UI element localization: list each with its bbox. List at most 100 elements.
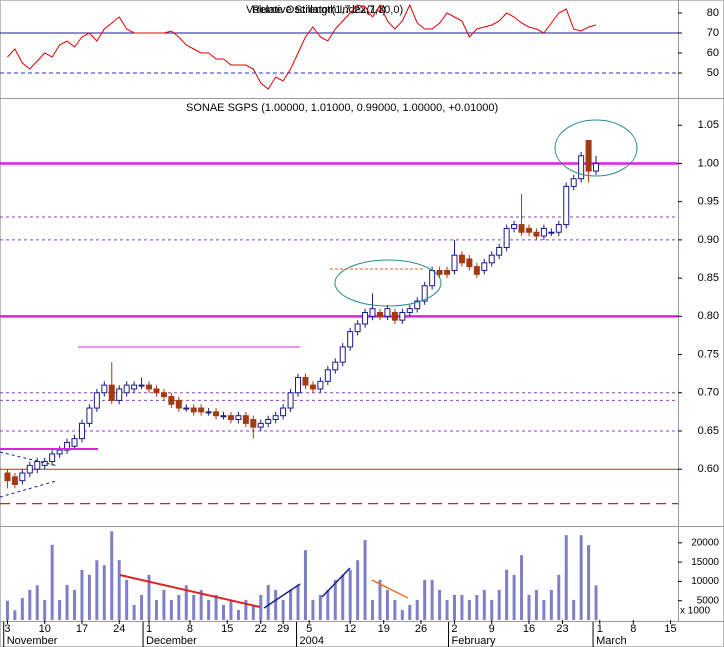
x-tick-label: 23 bbox=[556, 623, 568, 635]
volume-bar bbox=[333, 579, 337, 620]
volume-bar bbox=[542, 599, 546, 620]
volume-bar bbox=[572, 599, 576, 620]
volume-bar bbox=[475, 594, 479, 620]
trend-line bbox=[0, 451, 59, 467]
candle-body bbox=[578, 155, 585, 180]
y-tick-label: 20000 bbox=[691, 537, 719, 548]
candle-body bbox=[265, 419, 272, 424]
candle-body bbox=[548, 231, 555, 234]
y-tick-label: 0.80 bbox=[698, 310, 719, 322]
volume-bar bbox=[65, 584, 69, 620]
x-tick-label: 10 bbox=[39, 623, 51, 635]
x-tick-label: 15 bbox=[221, 623, 233, 635]
volume-bar bbox=[236, 609, 240, 620]
candle-body bbox=[160, 392, 167, 398]
x-tick-label: 24 bbox=[113, 623, 125, 635]
volume-bar bbox=[594, 585, 598, 620]
candle-body bbox=[64, 441, 71, 451]
candle-body bbox=[49, 453, 56, 463]
volume-bar bbox=[430, 579, 434, 620]
volume-bar bbox=[505, 569, 509, 620]
volume-bar bbox=[43, 599, 47, 620]
candle-body bbox=[376, 312, 383, 317]
y-tick-label: 50 bbox=[707, 67, 719, 79]
volume-bar bbox=[467, 599, 471, 620]
x-tick-label: 8 bbox=[187, 623, 193, 635]
candle-body bbox=[101, 384, 108, 394]
volume-bar bbox=[102, 565, 106, 620]
candle-body bbox=[71, 438, 78, 447]
volume-bar bbox=[393, 599, 397, 620]
y-tick-label: 0.95 bbox=[698, 196, 719, 208]
month-label: February bbox=[452, 635, 497, 647]
x-tick-label: 1 bbox=[146, 623, 152, 635]
candle-body bbox=[518, 224, 525, 233]
x-tick-label: 19 bbox=[378, 623, 390, 635]
volume-bar bbox=[289, 589, 293, 620]
y-tick-label: 0.60 bbox=[698, 463, 719, 475]
volume-bar bbox=[445, 599, 449, 620]
volume-bar bbox=[95, 560, 99, 620]
volume-bar bbox=[549, 589, 553, 620]
trend-line bbox=[0, 480, 57, 498]
volume-bar bbox=[490, 599, 494, 620]
candle-body bbox=[175, 399, 182, 409]
candle-body bbox=[250, 419, 257, 428]
x-tick-label: 12 bbox=[344, 623, 356, 635]
volume-bar bbox=[348, 569, 352, 620]
candle-body bbox=[317, 380, 324, 390]
x-tick-label: 5 bbox=[306, 623, 312, 635]
candle-body bbox=[280, 407, 287, 417]
candle-body bbox=[540, 227, 547, 237]
candle-body bbox=[198, 407, 205, 413]
candle-body bbox=[533, 231, 540, 237]
candle-body bbox=[108, 384, 115, 401]
candle-body bbox=[570, 178, 577, 187]
volume-bar bbox=[579, 535, 583, 620]
volume-bar bbox=[162, 589, 166, 620]
candle-body bbox=[354, 323, 361, 333]
y-tick-label: 15000 bbox=[691, 557, 719, 568]
candle-body bbox=[183, 407, 190, 410]
volume-bar bbox=[147, 574, 151, 620]
volume-bar bbox=[296, 584, 300, 620]
volume-bar bbox=[251, 604, 255, 620]
volume-bar bbox=[311, 599, 315, 620]
candle-body bbox=[563, 185, 570, 226]
candle-body bbox=[146, 384, 153, 390]
candle-body bbox=[131, 384, 138, 390]
candle-body bbox=[213, 411, 220, 417]
y-tick-label: 0.70 bbox=[698, 387, 719, 399]
volume-bar bbox=[452, 594, 456, 620]
candle-body bbox=[93, 392, 100, 409]
ellipse bbox=[334, 259, 442, 307]
volume-bar bbox=[341, 574, 345, 620]
volume-bar bbox=[28, 589, 32, 620]
x-tick-label: 1 bbox=[597, 623, 603, 635]
candle-body bbox=[302, 376, 309, 386]
candle-body bbox=[458, 254, 465, 264]
volume-bar bbox=[564, 535, 568, 620]
annotations bbox=[0, 119, 638, 609]
trend-line bbox=[263, 583, 301, 609]
volume-bar bbox=[192, 594, 196, 620]
x-tick-label: 22 bbox=[255, 623, 267, 635]
y-tick-label: 10000 bbox=[691, 576, 719, 587]
volume-bar bbox=[259, 594, 263, 620]
candle-body bbox=[257, 422, 264, 428]
candle-body bbox=[451, 254, 458, 271]
volume-bar bbox=[363, 540, 367, 620]
candle-body bbox=[287, 392, 294, 409]
candle-body bbox=[242, 415, 249, 424]
volume-bar bbox=[356, 560, 360, 620]
candle-body bbox=[235, 415, 242, 421]
candle-body bbox=[4, 472, 11, 482]
volume-bar bbox=[80, 569, 84, 620]
volume-bar bbox=[527, 594, 531, 620]
candle-body bbox=[332, 361, 339, 371]
volume-bar bbox=[229, 599, 233, 620]
volume-bar bbox=[266, 584, 270, 620]
volume-bar bbox=[400, 609, 404, 620]
x-tick-label: 17 bbox=[76, 623, 88, 635]
candle-body bbox=[429, 269, 436, 287]
